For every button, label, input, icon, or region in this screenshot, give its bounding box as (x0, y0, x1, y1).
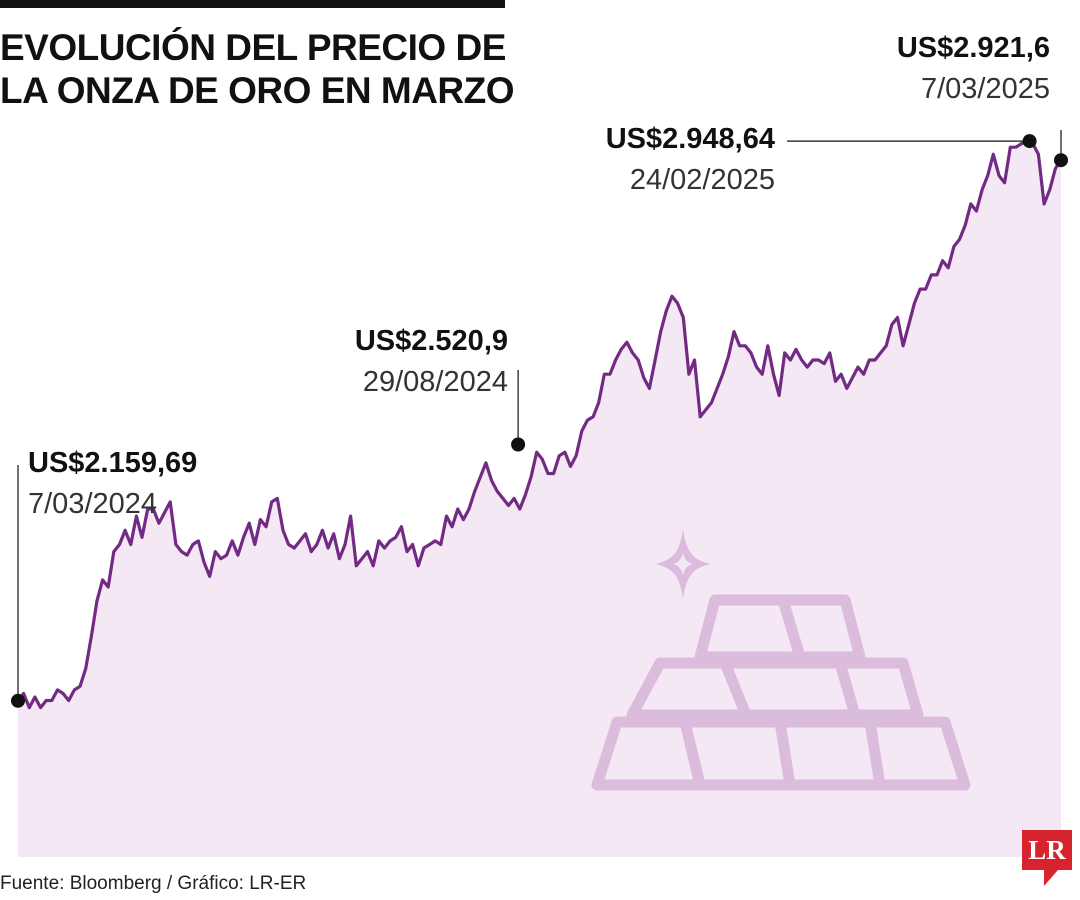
price-line (16, 139, 1063, 710)
annotation-date: 7/03/2025 (921, 73, 1050, 105)
annotation-point (11, 693, 25, 708)
annotation-value: US$2.921,6 (897, 32, 1050, 64)
source-note: Fuente: Bloomberg / Gráfico: LR-ER (0, 873, 307, 894)
chart-title-line-1: EVOLUCIÓN DEL PRECIO DE (0, 27, 506, 68)
annotation-4: US$2.921,6 7/03/2025 (897, 32, 1068, 168)
top-accent-bar (0, 0, 505, 8)
annotation-1: US$2.159,69 7/03/2024 (11, 447, 197, 708)
lr-logo-tail (1044, 870, 1058, 886)
price-area (18, 141, 1061, 858)
annotation-2: US$2.520,9 29/08/2024 (355, 325, 526, 452)
annotation-value: US$2.948,64 (606, 123, 775, 155)
chart-title: EVOLUCIÓN DEL PRECIO DE LA ONZA DE ORO E… (0, 26, 560, 112)
annotation-date: 29/08/2024 (363, 366, 508, 398)
annotation-point (511, 437, 526, 452)
annotation-date: 7/03/2024 (28, 488, 157, 520)
annotation-date: 24/02/2025 (630, 164, 775, 196)
lr-logo: LR (1022, 830, 1072, 870)
annotation-point (1022, 134, 1037, 149)
sparkle-icon (655, 530, 711, 598)
gold-bars-icon (591, 530, 971, 791)
annotation-3: US$2.948,64 24/02/2025 (606, 123, 1037, 196)
annotation-value: US$2.159,69 (28, 447, 197, 479)
annotations: US$2.159,69 7/03/2024 US$2.520,9 29/08/2024… (11, 32, 1068, 708)
chart-title-line-2: LA ONZA DE ORO EN MARZO (0, 70, 515, 111)
annotation-value: US$2.520,9 (355, 325, 508, 357)
annotation-point (1054, 153, 1068, 168)
